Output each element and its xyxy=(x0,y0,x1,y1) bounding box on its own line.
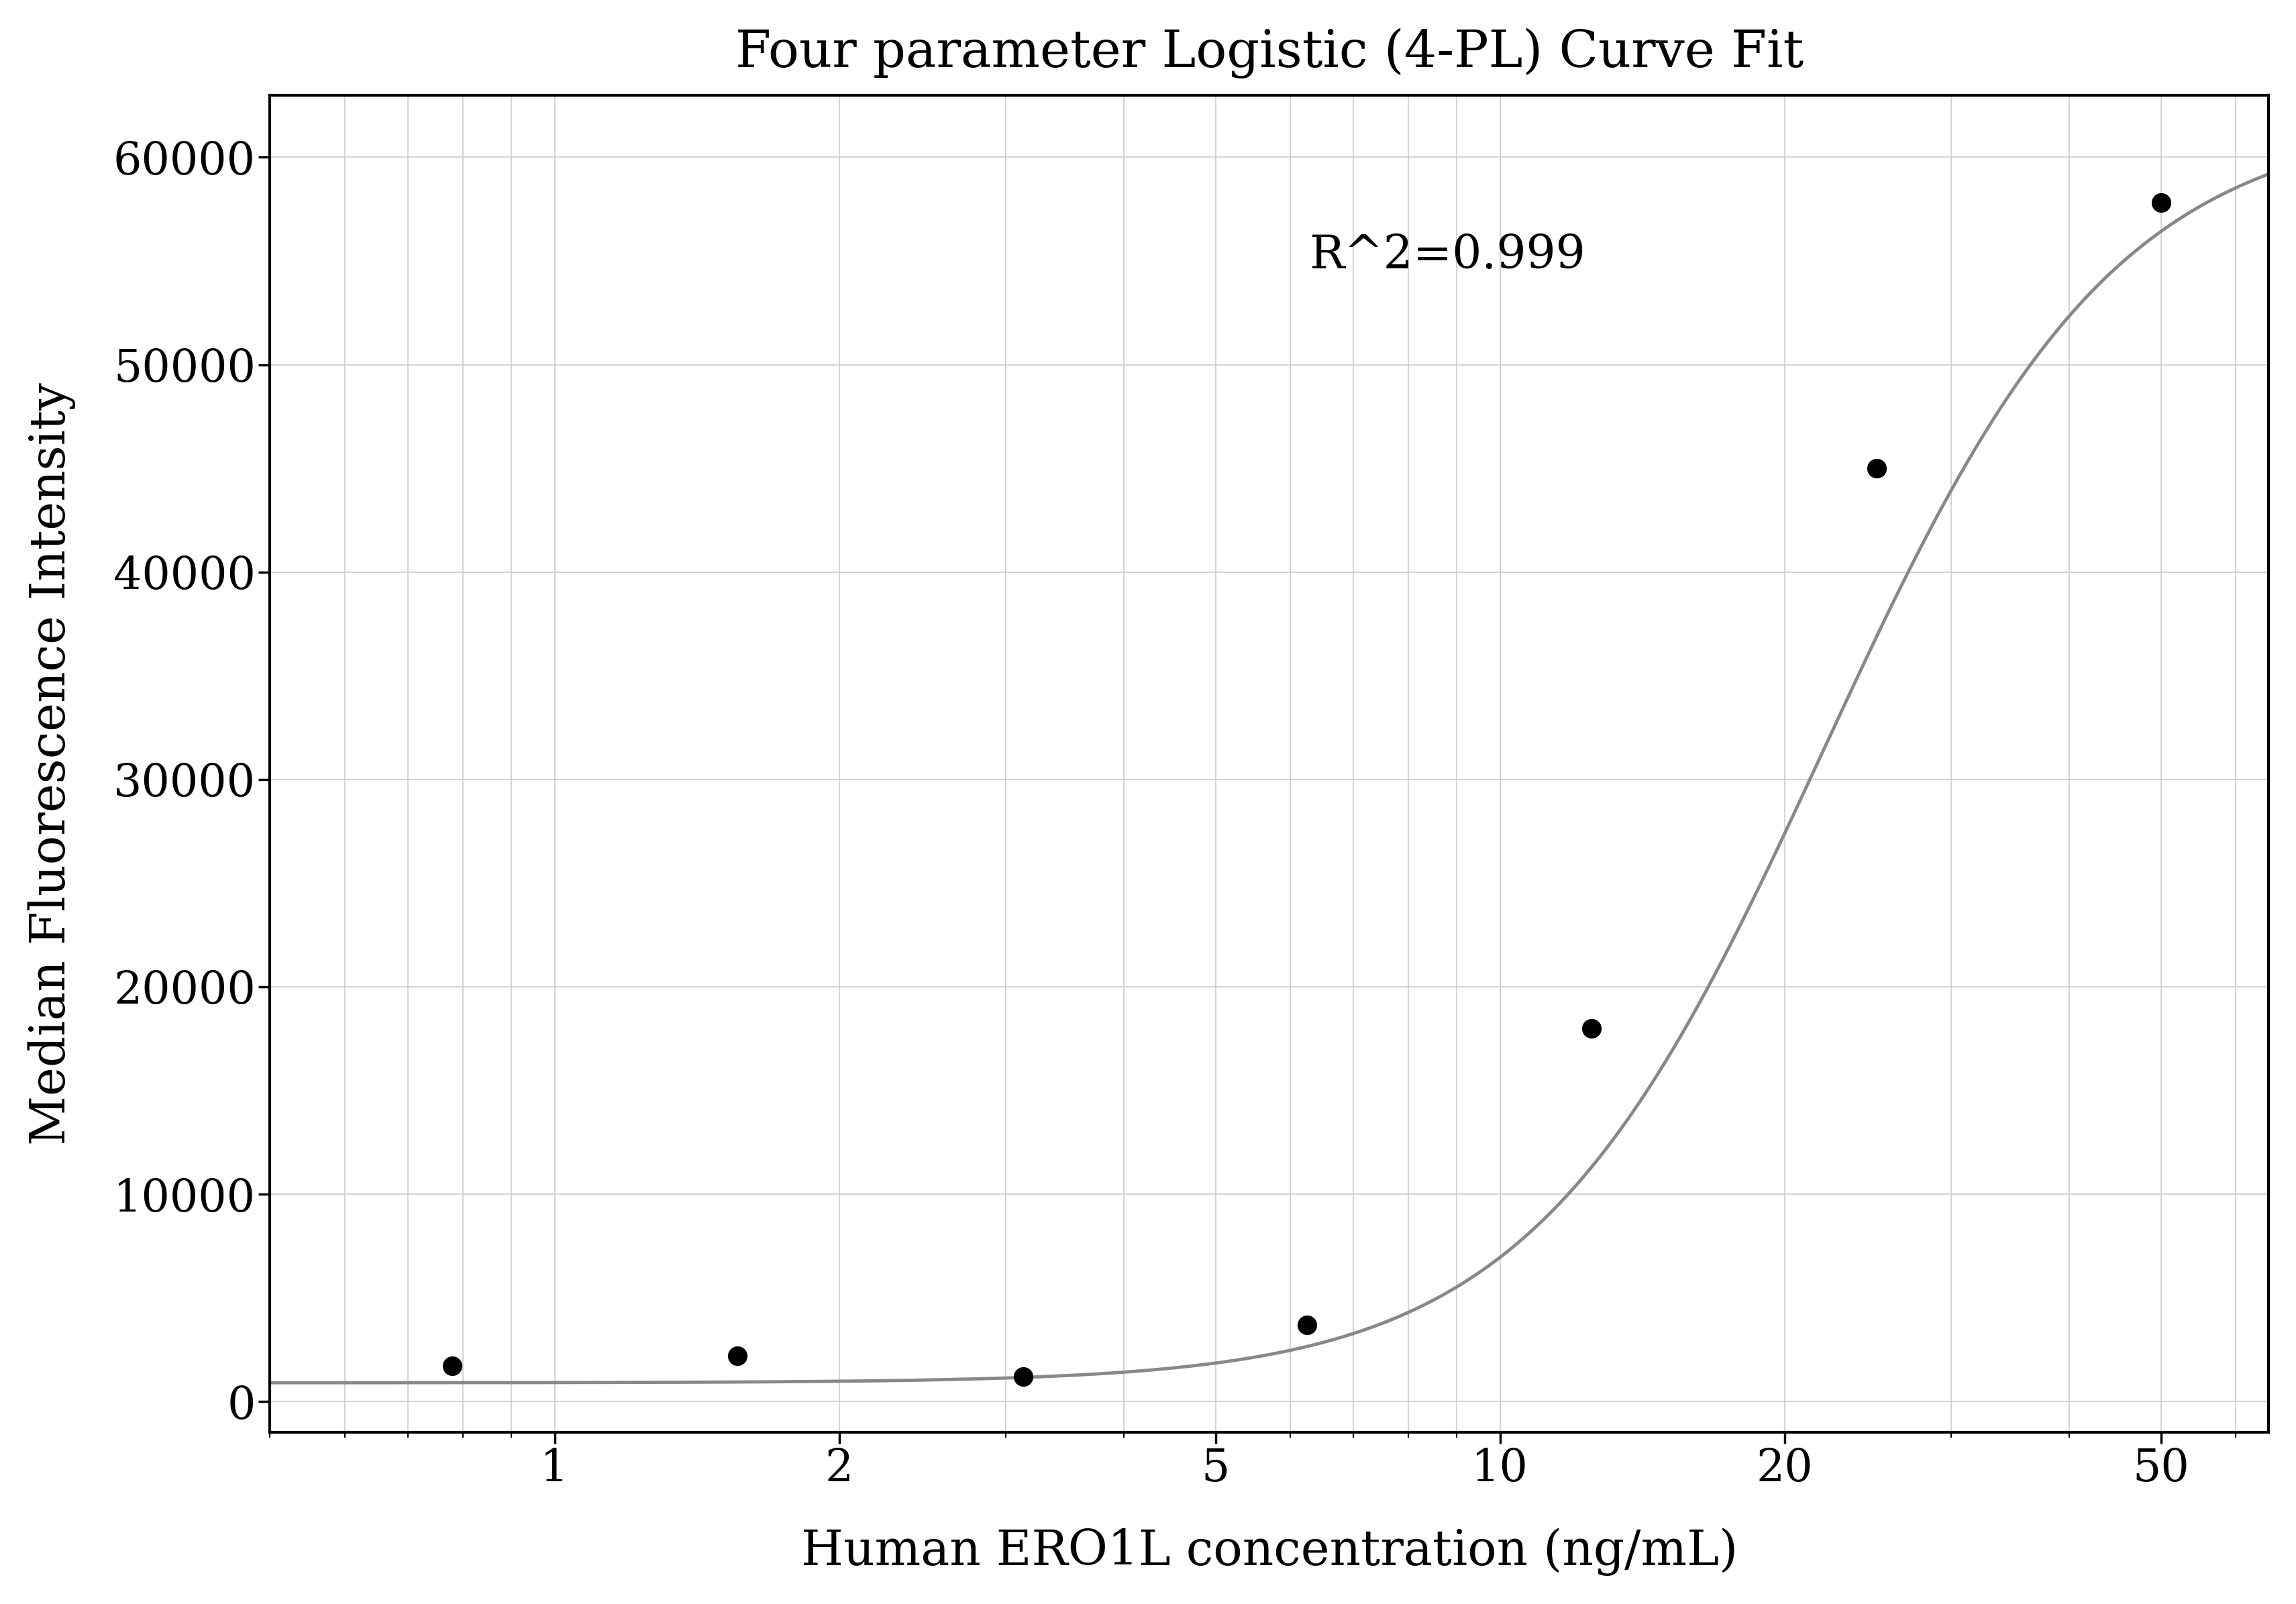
Point xyxy=(719,1343,755,1368)
Point xyxy=(1857,456,1894,481)
X-axis label: Human ERO1L concentration (ng/mL): Human ERO1L concentration (ng/mL) xyxy=(801,1529,1738,1577)
Point xyxy=(434,1354,471,1379)
Point xyxy=(1573,1015,1609,1041)
Y-axis label: Median Fluorescence Intensity: Median Fluorescence Intensity xyxy=(28,382,76,1145)
Point xyxy=(1288,1312,1325,1338)
Title: Four parameter Logistic (4-PL) Curve Fit: Four parameter Logistic (4-PL) Curve Fit xyxy=(735,27,1802,79)
Text: R^2=0.999: R^2=0.999 xyxy=(1309,233,1584,277)
Point xyxy=(2142,191,2179,217)
Point xyxy=(1003,1363,1040,1389)
